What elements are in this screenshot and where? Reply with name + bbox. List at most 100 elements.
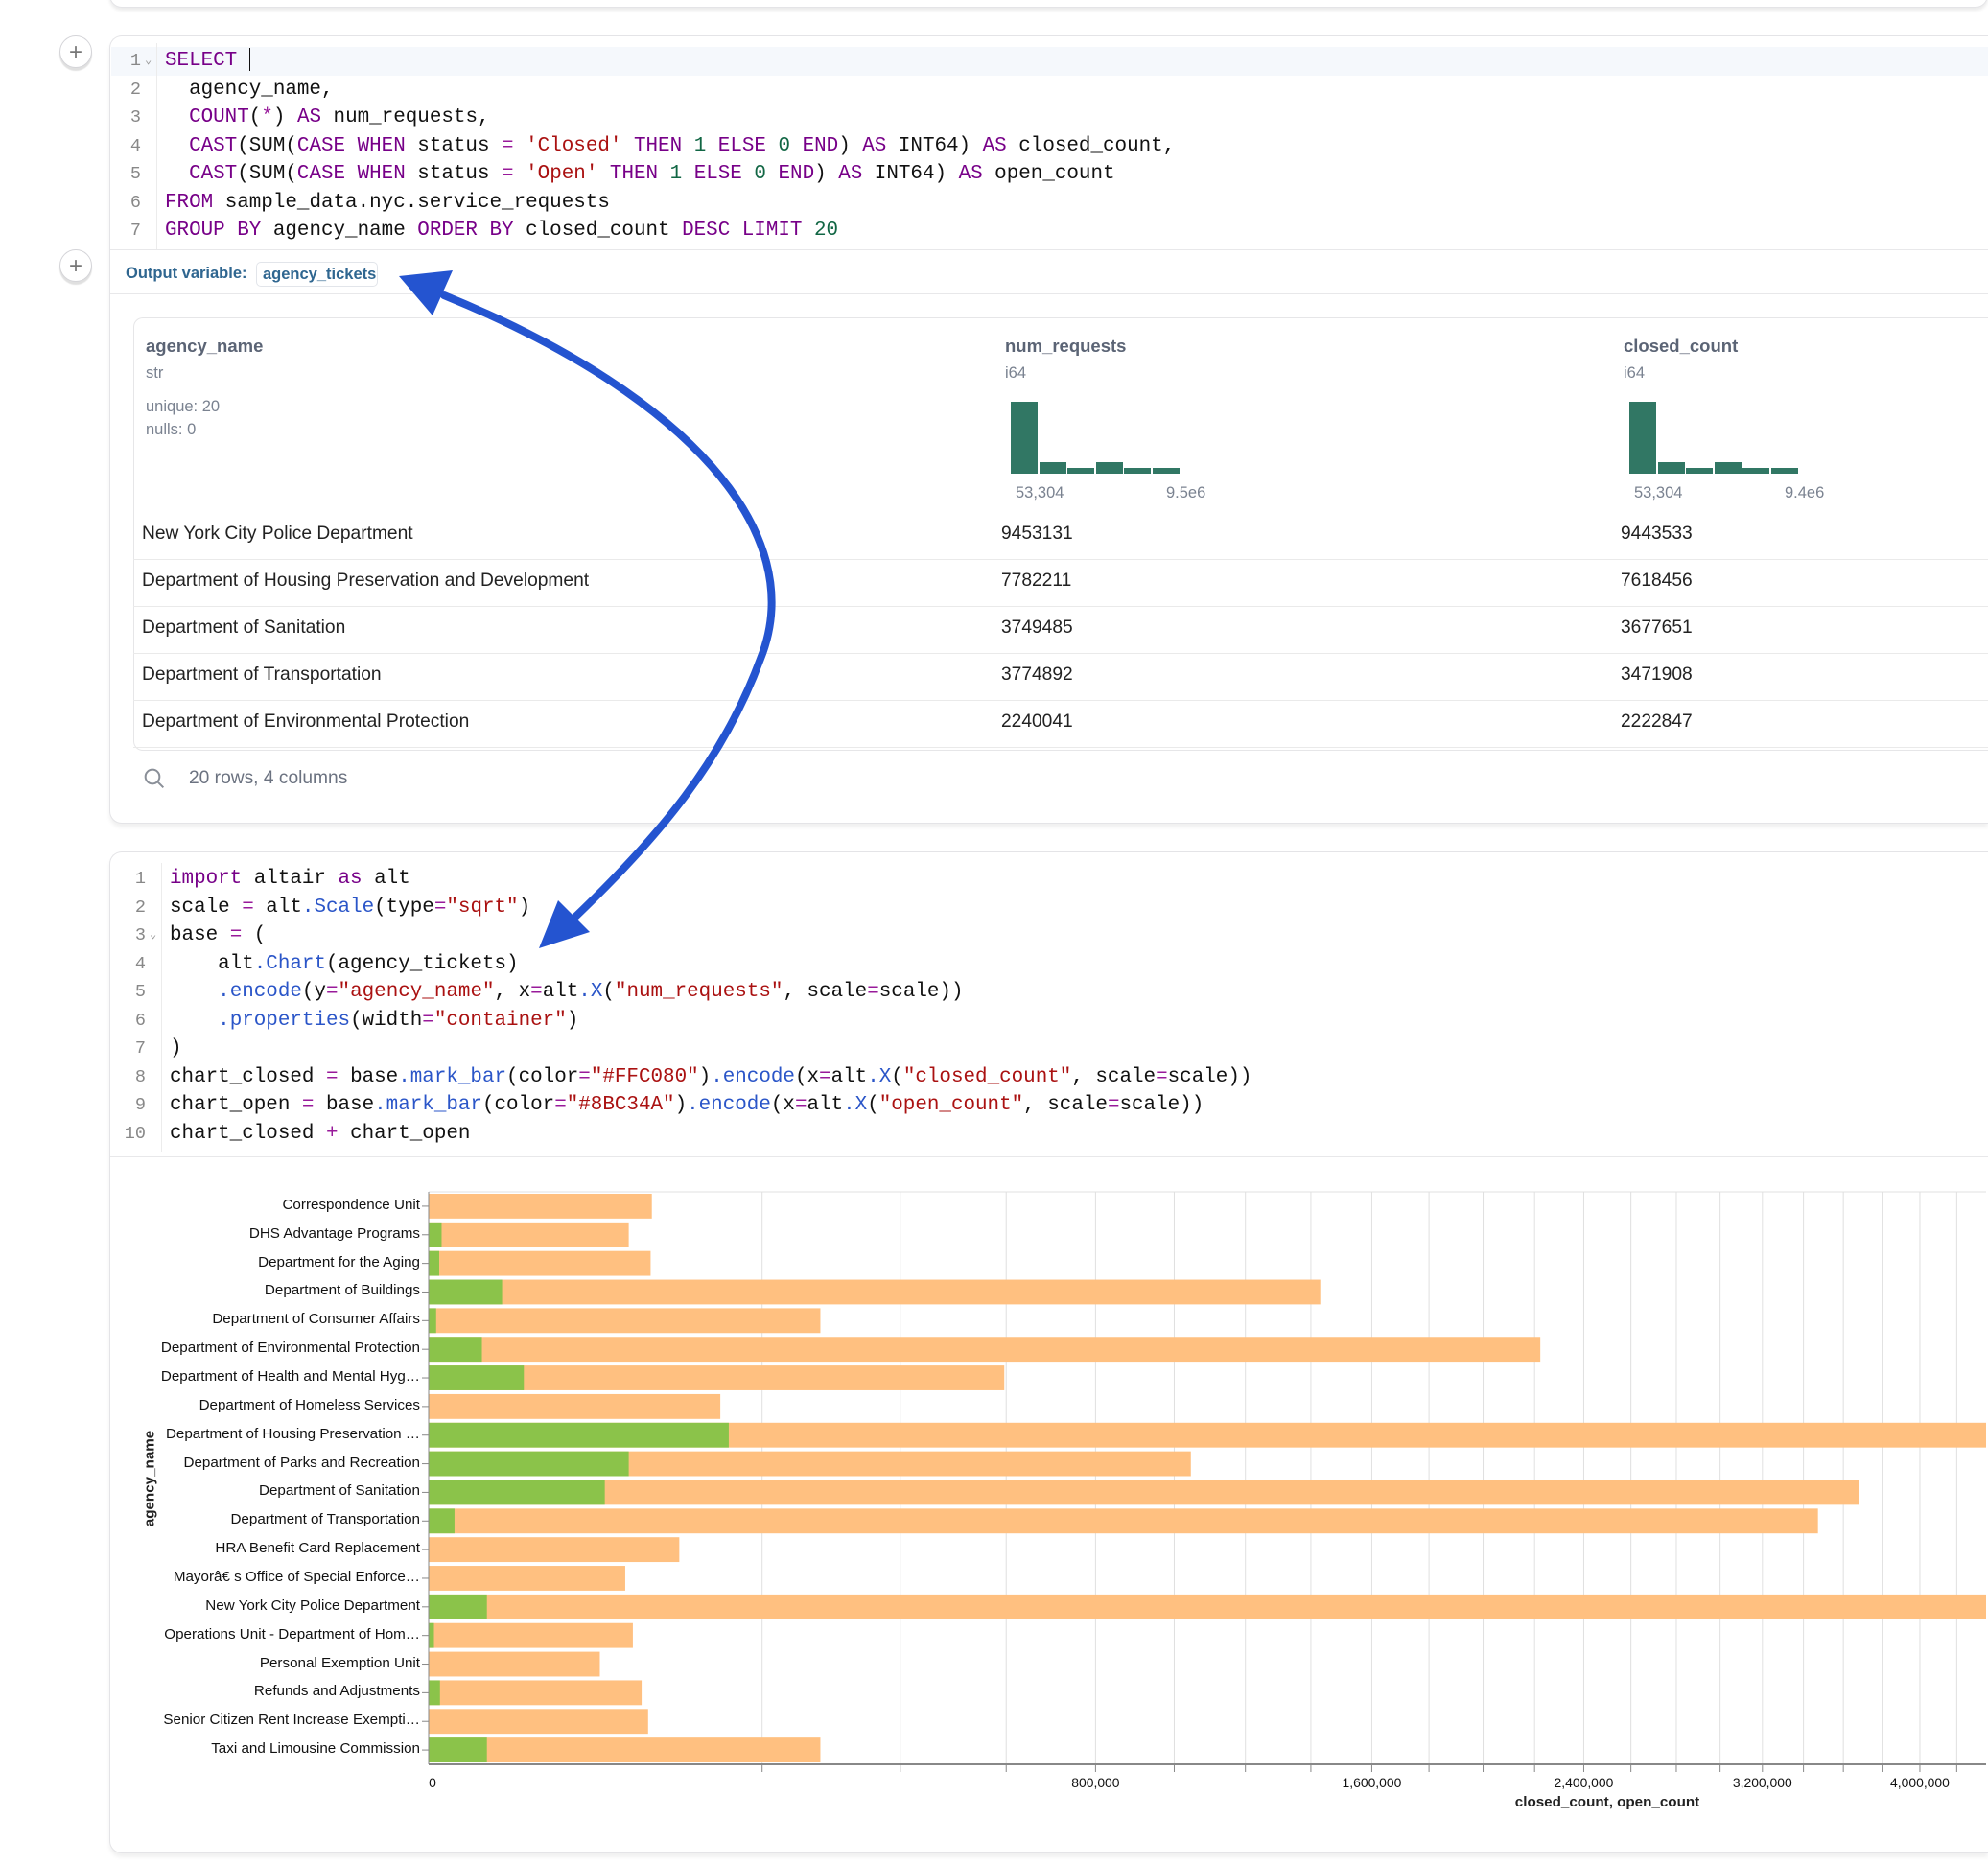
code-token-plain: closed_count [514, 220, 683, 242]
histogram [1011, 402, 1188, 476]
histogram-bar[interactable] [1124, 468, 1151, 474]
line-number: 9 [115, 1091, 146, 1120]
code-token-plain: ) [814, 163, 838, 185]
column-type: i64 [1005, 364, 1026, 383]
code-line[interactable]: 8chart_closed = base.mark_bar(color="#FF… [115, 1063, 1988, 1092]
table-cell: 3774892 [1001, 664, 1073, 686]
code-line[interactable]: 7) [115, 1035, 1988, 1063]
text-cursor [249, 48, 250, 71]
code-line[interactable]: 10 chart_closed + chart_open [115, 1120, 1988, 1149]
code-token-plain [621, 135, 634, 157]
code-token-op: = [242, 897, 254, 919]
histogram-bar[interactable] [1067, 468, 1094, 474]
code-line[interactable]: 1import altair as alt [115, 865, 1988, 894]
code-token-plain: , scale [1071, 1066, 1156, 1088]
code-line[interactable]: 3⌄base = ( [115, 921, 1988, 950]
histogram-bar[interactable] [1629, 402, 1656, 474]
code-token-plain: (color [506, 1066, 578, 1088]
fold-chevron-icon[interactable]: ⌄ [145, 47, 152, 76]
sql-editor[interactable]: 1⌄SELECT 2 agency_name,3 COUNT(*) AS num… [110, 47, 1988, 250]
column-header[interactable]: closed_count [1624, 336, 1738, 357]
output-variable-input[interactable]: agency_tickets [256, 262, 378, 287]
plus-icon: + [69, 39, 82, 65]
python-editor[interactable]: 1import altair as alt2scale = alt.Scale(… [115, 865, 1988, 1150]
code-token-op: = [302, 1094, 315, 1116]
code-token-op: = [422, 1010, 434, 1032]
code-token-num: 1 [694, 135, 707, 157]
code-token-plain [766, 163, 779, 185]
code-line[interactable]: 6 .properties(width="container") [115, 1007, 1988, 1036]
code-line[interactable]: 6FROM sample_data.nyc.service_requests [110, 189, 1988, 218]
code-token-op: * [261, 106, 273, 128]
code-token-plain: num_requests, [321, 106, 490, 128]
column-header[interactable]: agency_name [146, 336, 263, 357]
code-token-kw: ORDER BY [417, 220, 513, 242]
code-token-plain [514, 163, 526, 185]
table-cell: 7782211 [1001, 571, 1071, 592]
code-line[interactable]: 5 CAST(SUM(CASE WHEN status = 'Open' THE… [110, 160, 1988, 189]
line-number: 4 [110, 132, 141, 161]
histogram-bar[interactable] [1742, 468, 1769, 474]
code-line[interactable]: 2 agency_name, [110, 76, 1988, 105]
code-line[interactable]: 4 alt.Chart(agency_tickets) [115, 950, 1988, 979]
code-text: import altair as alt [170, 865, 410, 894]
code-token-op: = [326, 1066, 339, 1088]
table-cell: 9453131 [1001, 524, 1073, 545]
histogram-bar[interactable] [1011, 402, 1038, 474]
code-line[interactable]: 1⌄SELECT [110, 47, 1988, 76]
code-token-kw: COUNT [189, 106, 249, 128]
histogram-bar[interactable] [1153, 468, 1180, 474]
histogram-bar[interactable] [1715, 462, 1742, 474]
code-token-op: = [502, 135, 514, 157]
previous-cell [109, 0, 1988, 8]
code-token-plain: (type [374, 897, 434, 919]
line-number: 10 [115, 1120, 146, 1149]
row-divider [133, 606, 1988, 607]
code-token-plain: scale)) [1168, 1066, 1252, 1088]
code-text: alt.Chart(agency_tickets) [170, 950, 519, 979]
code-line[interactable]: 4 CAST(SUM(CASE WHEN status = 'Closed' T… [110, 132, 1988, 161]
code-token-plain: chart_closed [170, 1066, 326, 1088]
table-cell: 3749485 [1001, 617, 1073, 639]
column-header[interactable]: num_requests [1005, 336, 1126, 357]
search-icon[interactable] [143, 767, 166, 795]
histogram-bar[interactable] [1658, 462, 1685, 474]
plus-icon: + [69, 253, 82, 279]
code-token-kw: CAST [189, 163, 237, 185]
code-token-str: 'Open' [526, 163, 597, 185]
code-token-kw: AS [297, 106, 321, 128]
histogram-bar[interactable] [1771, 468, 1798, 474]
code-line[interactable]: 2scale = alt.Scale(type="sqrt") [115, 894, 1988, 922]
code-line[interactable]: 9chart_open = base.mark_bar(color="#8BC3… [115, 1091, 1988, 1120]
table-cell: 3677651 [1621, 617, 1693, 639]
code-token-plain: ) [838, 135, 862, 157]
add-cell-button[interactable]: + [59, 35, 92, 68]
code-token-plain: chart_open [170, 1094, 302, 1116]
code-line[interactable]: 3 COUNT(*) AS num_requests, [110, 104, 1988, 132]
code-token-plain: sample_data.nyc.service_requests [213, 192, 610, 214]
code-token-plain: (width [350, 1010, 422, 1032]
code-line[interactable]: 7GROUP BY agency_name ORDER BY closed_co… [110, 217, 1988, 245]
code-text: chart_closed + chart_open [170, 1120, 470, 1149]
histogram-bar[interactable] [1040, 462, 1066, 474]
code-token-plain: ( [602, 981, 615, 1003]
line-number: 6 [115, 1007, 146, 1036]
code-token-prop: .X [578, 981, 602, 1003]
add-cell-button[interactable]: + [59, 249, 92, 282]
code-token-num: 20 [814, 220, 838, 242]
histogram-bar[interactable] [1096, 462, 1123, 474]
code-token-op: = [1108, 1094, 1120, 1116]
code-token-plain [597, 163, 610, 185]
code-token-prop: .mark_bar [398, 1066, 506, 1088]
column-type: str [146, 364, 163, 383]
code-text: FROM sample_data.nyc.service_requests [165, 189, 610, 218]
code-token-op: + [326, 1123, 339, 1145]
code-text: chart_open = base.mark_bar(color="#8BC34… [170, 1091, 1204, 1120]
code-token-plain: (color [482, 1094, 554, 1116]
code-token-plain [165, 106, 189, 128]
code-token-plain: ( [891, 1066, 903, 1088]
histogram-min: 53,304 [1634, 484, 1682, 502]
histogram-bar[interactable] [1686, 468, 1713, 474]
code-line[interactable]: 5 .encode(y="agency_name", x=alt.X("num_… [115, 978, 1988, 1007]
fold-chevron-icon[interactable]: ⌄ [150, 921, 156, 950]
